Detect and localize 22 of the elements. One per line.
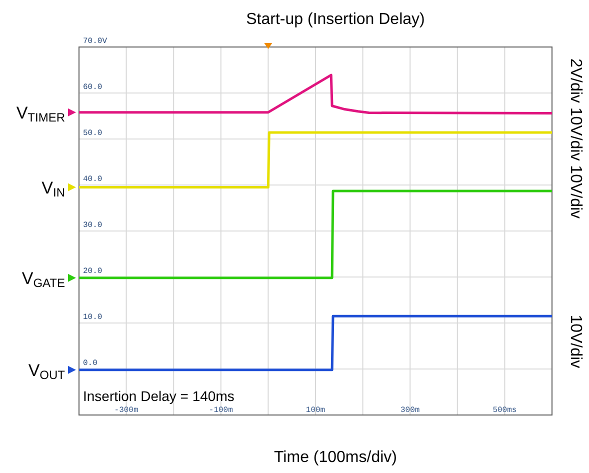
- x-tick-label: 100m: [306, 406, 326, 415]
- x-tick-label: 300m: [400, 406, 420, 415]
- y-tick-label: 50.0: [83, 129, 102, 138]
- x-tick-label: 500ms: [492, 406, 517, 415]
- x-tick-label: -300m: [114, 406, 138, 415]
- text: 10V/div: [567, 314, 584, 368]
- y-tick-label: 70.0V: [83, 37, 108, 46]
- y-tick-label: 10.0: [83, 313, 102, 322]
- legend-label: V$_{GATE}$: [22, 268, 65, 290]
- y-tick-label: 60.0: [83, 83, 102, 92]
- legend-label: V$_{TIMER}$: [16, 103, 66, 124]
- x-axis-title: Time (100ms/div): [274, 449, 397, 466]
- y-tick-label: 0.0: [83, 359, 98, 368]
- legend-label: V$_{IN}$: [42, 178, 65, 200]
- legend-label: V$_{OUT}$: [28, 360, 66, 382]
- y-tick-label: 40.0: [83, 175, 102, 184]
- y-tick-label: 20.0: [83, 267, 102, 276]
- text: 2V/div 10V/div 10V/div: [567, 58, 584, 219]
- chart-title: Start-up (Insertion Delay): [246, 11, 425, 28]
- y-tick-label: 30.0: [83, 221, 102, 230]
- x-tick-label: -100m: [208, 406, 234, 415]
- annotation: Insertion Delay = 140ms: [83, 388, 234, 404]
